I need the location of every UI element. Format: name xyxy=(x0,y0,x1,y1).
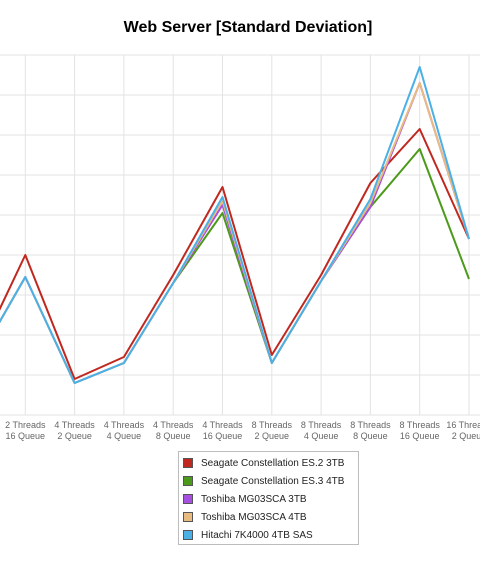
legend-label: Toshiba MG03SCA 4TB xyxy=(201,511,307,523)
legend-item: Hitachi 7K4000 4TB SAS xyxy=(183,526,358,544)
x-tick-label: 4 Threads 8 Queue xyxy=(153,420,194,441)
x-tick-label: 8 Threads 16 Queue xyxy=(400,420,441,441)
x-tick-label: 8 Threads 8 Queue xyxy=(350,420,391,441)
x-tick-label: 8 Threads 2 Queue xyxy=(252,420,293,441)
legend-swatch xyxy=(183,458,193,468)
legend-swatch xyxy=(183,476,193,486)
series-layer xyxy=(0,66,470,384)
series-line-3 xyxy=(0,82,470,384)
legend-item: Seagate Constellation ES.3 4TB xyxy=(183,472,358,490)
series-line-5 xyxy=(0,66,470,384)
legend-label: Hitachi 7K4000 4TB SAS xyxy=(201,529,313,541)
x-tick-label: 4 Threads 4 Queue xyxy=(104,420,145,441)
series-line-2 xyxy=(0,148,470,384)
legend-label: Seagate Constellation ES.2 3TB xyxy=(201,457,345,469)
x-tick-label: 4 Threads 16 Queue xyxy=(202,420,243,441)
legend-swatch xyxy=(183,530,193,540)
x-tick-label: 8 Threads 4 Queue xyxy=(301,420,342,441)
legend-item: Seagate Constellation ES.2 3TB xyxy=(183,454,358,472)
legend: Seagate Constellation ES.2 3TB Seagate Co… xyxy=(178,451,359,545)
legend-label: Seagate Constellation ES.3 4TB xyxy=(201,475,345,487)
series-line-4 xyxy=(0,82,470,384)
x-tick-label: 4 Threads 2 Queue xyxy=(54,420,95,441)
x-tick-label: 2 Threads 16 Queue xyxy=(5,420,46,441)
chart-title: Web Server [Standard Deviation] xyxy=(123,19,373,36)
legend-label: Toshiba MG03SCA 3TB xyxy=(201,493,307,505)
legend-swatch xyxy=(183,494,193,504)
legend-item: Toshiba MG03SCA 4TB xyxy=(183,508,358,526)
legend-swatch xyxy=(183,512,193,522)
series-line-1 xyxy=(0,128,470,380)
legend-item: Toshiba MG03SCA 3TB xyxy=(183,490,358,508)
